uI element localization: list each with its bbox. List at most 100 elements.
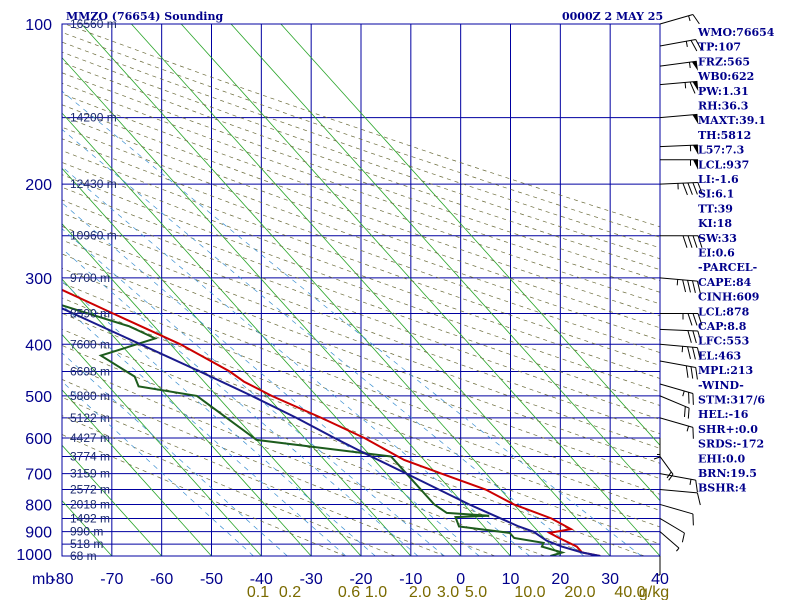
wind-barb-flag — [682, 279, 687, 293]
wind-barb-flag — [690, 40, 698, 52]
wind-barb — [659, 383, 694, 405]
wind-barb-staff — [659, 531, 680, 549]
wind-barb — [659, 14, 700, 25]
index-value: FRZ:565 — [698, 55, 750, 68]
wind-barb — [659, 473, 698, 493]
wind-barb-staff — [659, 489, 698, 494]
mixing-ratio-tick-label: 0.1 — [247, 584, 269, 600]
wind-barb-flag — [692, 347, 696, 360]
dry-adiabat-line — [62, 415, 396, 556]
dewpoint-trace — [62, 304, 566, 556]
mixing-ratio-tick-label: 5.0 — [465, 584, 487, 600]
index-value: EHI:0.0 — [698, 452, 745, 465]
isotherm-line — [230, 24, 660, 502]
height-label: 990 m — [70, 525, 103, 539]
dry-adiabat-line — [62, 434, 346, 556]
wind-barb-flag — [696, 281, 701, 294]
height-label: 4427 m — [70, 431, 110, 445]
height-label: 8590 m — [70, 306, 110, 320]
height-label: 68 m — [70, 549, 97, 563]
wind-barb-flag — [687, 408, 690, 419]
height-labels: 16560 m 14200 m 12430 m 10960 m 9700 m 8590 m… — [70, 17, 117, 563]
wind-barb — [659, 518, 685, 543]
wind-barb-flag — [681, 532, 685, 543]
index-value: SHR+:0.0 — [698, 423, 758, 436]
index-value: EL:463 — [698, 349, 741, 362]
wind-barb-half-flag — [676, 279, 679, 286]
wind-barb-flag — [687, 313, 693, 326]
index-value: MAXT:39.1 — [698, 114, 766, 127]
index-value: LCL:878 — [698, 305, 750, 318]
wind-barb-pennant — [692, 114, 699, 125]
wind-barb — [659, 181, 703, 196]
index-value: SW:33 — [698, 232, 737, 245]
height-label: 3159 m — [70, 467, 110, 481]
pressure-tick-label: 400 — [25, 337, 52, 354]
index-value: LFC:553 — [698, 335, 749, 348]
height-label: 10960 m — [70, 229, 117, 243]
wind-barb-staff — [659, 395, 690, 409]
wind-barb-flag — [697, 330, 702, 344]
wind-barb — [659, 144, 699, 155]
wind-barb — [659, 395, 690, 419]
temperature-tick-label: 40 — [651, 571, 669, 588]
wind-barb-staff — [659, 144, 698, 148]
wind-barb-flag — [696, 347, 701, 360]
wind-barb-flag — [692, 182, 698, 195]
temperature-tick-label: -60 — [150, 571, 173, 588]
index-value: CINH:609 — [698, 291, 759, 304]
wind-barb — [659, 60, 698, 71]
index-value: WMO:76654 — [697, 26, 775, 39]
temperature-tick-label: -20 — [349, 571, 372, 588]
wind-barb-flag — [683, 406, 686, 417]
dry-adiabat-line — [62, 186, 660, 406]
wind-barb-staff — [659, 360, 696, 368]
index-value: LCL:937 — [698, 158, 749, 171]
dry-adiabat-line — [62, 174, 660, 393]
dry-adiabat-line — [62, 396, 446, 556]
pressure-tick-label: 1000 — [16, 547, 52, 564]
wind-barb-flag — [695, 39, 702, 51]
wind-barb-staff — [659, 113, 698, 119]
wind-barb-flag — [697, 313, 703, 326]
wind-barb — [659, 360, 698, 380]
wind-barb-staff — [659, 473, 696, 481]
index-value: -PARCEL- — [698, 261, 757, 274]
wind-barb — [659, 39, 702, 52]
wind-barb — [659, 80, 699, 94]
isotherm-line — [81, 24, 561, 556]
index-value: WB0:622 — [697, 70, 754, 83]
mixing-ratio-unit: g/kg — [639, 584, 669, 600]
isotherm-line — [180, 24, 660, 556]
wind-barb-flag — [687, 330, 692, 343]
wind-barb — [660, 159, 698, 170]
isotherm-line — [62, 333, 262, 556]
mixing-ratio-tick-label: 0.2 — [279, 584, 301, 600]
wind-barb — [653, 437, 661, 460]
index-value: STM:317/6 — [698, 394, 765, 407]
wind-barb-flag — [653, 456, 661, 460]
plot-frame — [61, 23, 661, 557]
temperature-tick-label: -40 — [250, 571, 273, 588]
wind-barb — [659, 417, 694, 439]
wind-barb-flag — [682, 235, 688, 248]
pressure-tick-label: 700 — [25, 467, 52, 484]
height-label: 518 m — [70, 537, 103, 551]
wind-barb-flag — [685, 365, 689, 378]
isotherm-line — [62, 444, 162, 556]
wind-barb-flag — [695, 367, 698, 380]
wind-barb-staff — [659, 417, 694, 428]
wind-barb — [659, 343, 701, 360]
wind-barb-half-flag — [685, 41, 688, 47]
mixing-ratio-tick-label: 0.6 — [338, 584, 360, 600]
wind-barb-staff — [659, 60, 697, 67]
pressure-tick-label: 600 — [25, 431, 52, 448]
temperature-tick-label: -70 — [100, 571, 123, 588]
height-label: 3774 m — [70, 449, 110, 463]
wind-barb-half-flag — [689, 479, 692, 485]
wind-barb-flag — [692, 14, 700, 25]
mixing-ratio-tick-label: 3.0 — [437, 584, 459, 600]
